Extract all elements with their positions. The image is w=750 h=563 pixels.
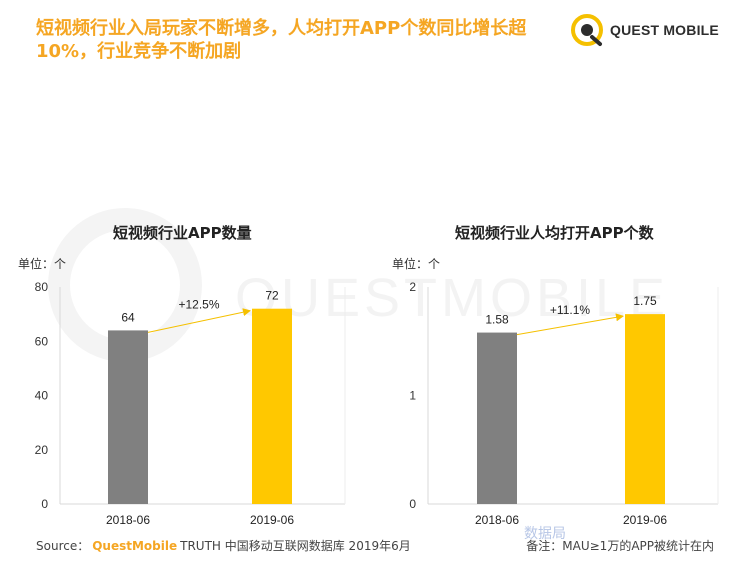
- site-watermark: 数据局: [524, 526, 566, 542]
- footnote: 备注：MAU≥1万的APP被统计在内: [526, 539, 714, 553]
- data-label-app-count-1: 72: [265, 289, 279, 303]
- y-tick-label-app-count-3: 60: [35, 334, 49, 348]
- logo-text: QUEST MOBILE: [610, 22, 719, 38]
- y-tick-label-app-count-4: 80: [35, 280, 49, 294]
- source-footer: Source： QuestMobile TRUTH 中国移动互联网数据库 2019年…: [36, 537, 411, 554]
- x-tick-label-app-count-1: 2019-06: [250, 513, 294, 527]
- source-brand: QuestMobile: [92, 539, 178, 553]
- questmobile-logo: QUEST MOBILE: [570, 12, 719, 48]
- unit-label-app-count: 单位：个: [18, 257, 67, 271]
- x-tick-label-apps-per-user-0: 2018-06: [475, 513, 519, 527]
- data-label-apps-per-user-0: 1.58: [485, 313, 509, 327]
- y-tick-label-app-count-2: 40: [35, 389, 49, 403]
- x-tick-label-apps-per-user-1: 2019-06: [623, 513, 667, 527]
- y-tick-label-apps-per-user-0: 0: [409, 497, 416, 511]
- chart-title-apps-per-user: 短视频行业人均打开APP个数: [455, 224, 654, 242]
- y-tick-label-apps-per-user-2: 2: [409, 280, 416, 294]
- y-tick-label-app-count-0: 0: [41, 497, 48, 511]
- growth-label-apps-per-user: +11.1%: [550, 303, 590, 317]
- bar-app-count-2019-06: [252, 308, 292, 504]
- page-headline: 短视频行业入局玩家不断增多，人均打开APP个数同比增长超10%，行业竞争不断加剧: [36, 18, 527, 62]
- growth-arrow-app-count: [147, 308, 251, 333]
- bar-apps-per-user-2019-06: [625, 314, 665, 504]
- growth-label-app-count: +12.5%: [178, 298, 219, 312]
- x-tick-label-app-count-0: 2018-06: [106, 513, 150, 527]
- logo-mark-icon: [571, 14, 603, 46]
- bar-apps-per-user-2018-06: [477, 332, 517, 504]
- y-tick-label-app-count-1: 20: [35, 443, 49, 457]
- growth-arrow-apps-per-user: [516, 313, 624, 336]
- data-label-apps-per-user-1: 1.75: [633, 294, 657, 308]
- y-tick-label-apps-per-user-1: 1: [409, 389, 416, 403]
- source-prefix: Source：: [36, 539, 90, 553]
- source-rest: TRUTH 中国移动互联网数据库 2019年6月: [180, 539, 411, 553]
- data-label-app-count-0: 64: [121, 310, 135, 324]
- chart-title-app-count: 短视频行业APP数量: [113, 224, 252, 242]
- unit-label-apps-per-user: 单位：个: [392, 257, 441, 271]
- bar-app-count-2018-06: [108, 330, 148, 504]
